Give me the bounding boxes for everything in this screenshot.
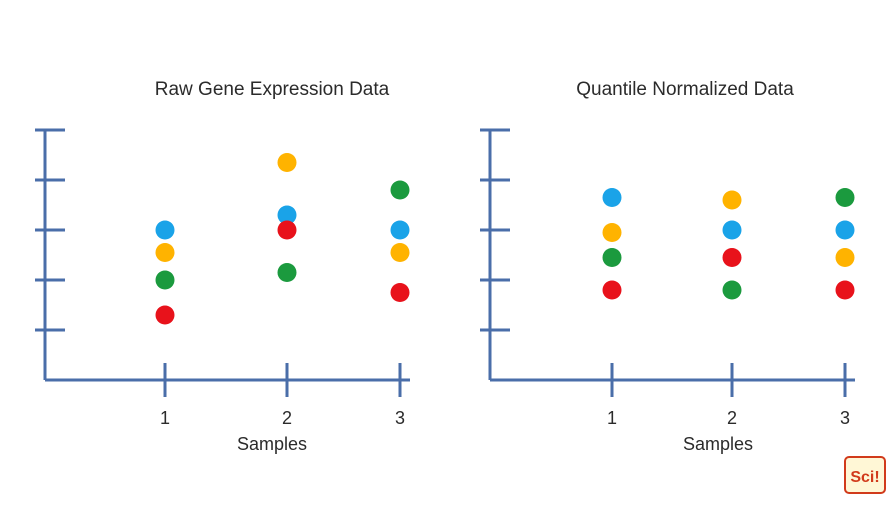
y-axis-ticks bbox=[480, 128, 510, 332]
x-tick-label: 1 bbox=[607, 408, 617, 428]
blue-data-point bbox=[835, 220, 855, 240]
red-data-point bbox=[835, 280, 855, 300]
x-axis-ticks bbox=[610, 363, 847, 397]
x-axis-label: Samples bbox=[683, 434, 753, 454]
red-data-point bbox=[277, 220, 297, 240]
orange-data-point bbox=[155, 243, 175, 262]
x-axis-label: Samples bbox=[237, 434, 307, 454]
green-data-point bbox=[835, 188, 855, 207]
blue-data-point bbox=[277, 205, 297, 225]
orange-data-point bbox=[835, 248, 855, 267]
x-tick-labels: 1 2 3 bbox=[607, 408, 850, 428]
orange-data-point bbox=[602, 223, 622, 242]
red-data-point bbox=[390, 283, 410, 302]
x-axis-ticks bbox=[163, 363, 402, 397]
red-data-point bbox=[722, 248, 742, 267]
x-tick-label: 2 bbox=[282, 408, 292, 428]
green-data-point bbox=[602, 248, 622, 267]
orange-data-point bbox=[722, 190, 742, 210]
red-data-point bbox=[155, 305, 175, 325]
x-tick-label: 3 bbox=[395, 408, 405, 428]
orange-data-point bbox=[390, 243, 410, 262]
sci-logo-icon: Sci! bbox=[844, 456, 886, 494]
x-tick-label: 1 bbox=[160, 408, 170, 428]
green-data-point bbox=[277, 263, 297, 282]
data-points bbox=[602, 188, 855, 300]
green-data-point bbox=[155, 270, 175, 290]
x-tick-labels: 1 2 3 bbox=[160, 408, 405, 428]
chart-title: Raw Gene Expression Data bbox=[155, 79, 390, 100]
logo-text: Sci! bbox=[850, 469, 879, 486]
green-data-point bbox=[722, 280, 742, 300]
blue-data-point bbox=[390, 220, 410, 240]
red-data-point bbox=[602, 280, 622, 300]
green-data-point bbox=[390, 180, 410, 200]
x-tick-label: 2 bbox=[727, 408, 737, 428]
blue-data-point bbox=[155, 220, 175, 240]
orange-data-point bbox=[277, 153, 297, 172]
x-tick-label: 3 bbox=[840, 408, 850, 428]
blue-data-point bbox=[722, 220, 742, 240]
data-points bbox=[155, 153, 410, 325]
y-axis-ticks bbox=[35, 128, 65, 332]
chart-title: Quantile Normalized Data bbox=[576, 79, 794, 100]
blue-data-point bbox=[602, 188, 622, 207]
